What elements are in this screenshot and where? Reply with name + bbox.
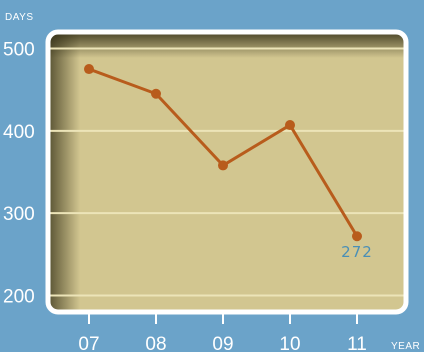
- data-label-11: 272: [341, 243, 373, 261]
- plot-background: [48, 32, 406, 312]
- data-point-07: [84, 64, 94, 75]
- x-tick-labels: 07 08 09 10 11: [78, 334, 366, 352]
- data-point-09: [218, 160, 228, 171]
- plot-border: [45, 29, 409, 315]
- y-tick-labels: 200 300 400 500: [3, 39, 35, 307]
- y-tick-label-300: 300: [3, 204, 35, 225]
- x-tick-label-10: 10: [279, 334, 300, 352]
- x-tick-label-11: 11: [347, 334, 367, 352]
- plot-area: [48, 32, 406, 312]
- y-axis-label: DAYS: [5, 12, 34, 23]
- x-tick-label-09: 09: [212, 334, 233, 352]
- gridlines: [48, 47, 406, 297]
- data-point-10: [285, 120, 295, 131]
- y-tick-label-200: 200: [3, 287, 35, 308]
- data-labels: 272: [341, 243, 373, 261]
- data-point-11: [352, 231, 362, 242]
- y-tick-label-500: 500: [3, 39, 35, 60]
- plot-shading: [48, 32, 406, 312]
- x-axis-label: YEAR: [391, 341, 420, 352]
- data-point-08: [151, 88, 161, 99]
- series: [84, 64, 362, 242]
- x-tick-label-08: 08: [145, 334, 166, 352]
- y-tick-label-400: 400: [3, 122, 35, 143]
- x-tick-label-07: 07: [78, 334, 99, 352]
